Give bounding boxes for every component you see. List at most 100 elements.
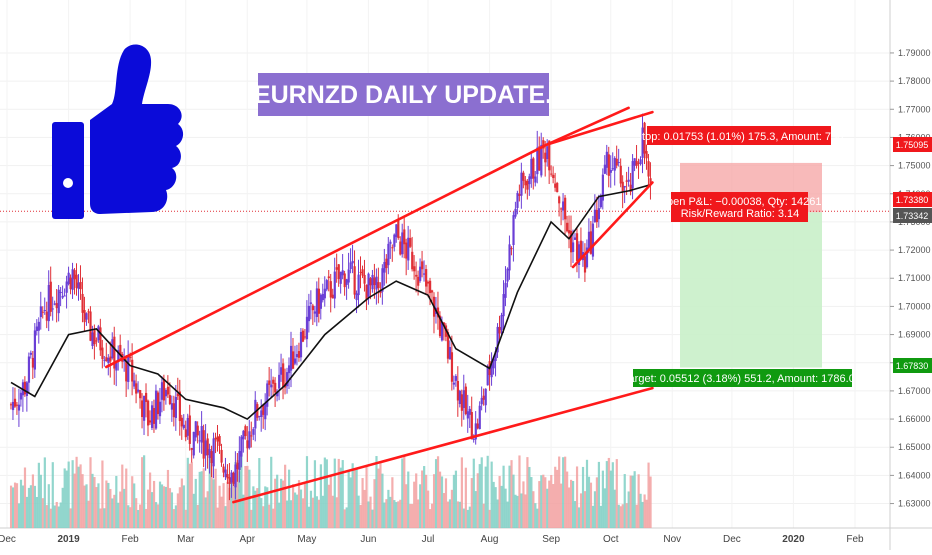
candle-body — [252, 429, 255, 435]
candle-body — [61, 296, 64, 298]
candle-body — [172, 403, 176, 418]
candle-body — [401, 232, 404, 255]
volume-bar — [589, 482, 593, 528]
candle-body — [103, 359, 106, 361]
candle-body — [276, 391, 279, 397]
x-tick-label: 2020 — [782, 534, 805, 545]
volume-bar — [522, 481, 525, 528]
volume-bar — [399, 499, 402, 528]
volume-bar — [371, 509, 374, 528]
volume-bar — [538, 481, 541, 528]
volume-bar — [516, 495, 519, 528]
candle-body — [397, 219, 400, 239]
candle-body — [510, 248, 513, 250]
volume-bar — [133, 483, 136, 528]
candle-body — [429, 280, 432, 294]
x-tick-label: Nov — [663, 534, 681, 545]
volume-bar — [438, 471, 442, 528]
candle-body — [152, 408, 156, 424]
volume-bar — [27, 487, 31, 528]
candle-body — [597, 208, 601, 220]
volume-bar — [510, 460, 513, 528]
candle-body — [538, 146, 541, 171]
candle-body — [403, 229, 406, 245]
volume-bar — [498, 476, 501, 528]
volume-bar — [480, 457, 483, 528]
candle-body — [540, 144, 543, 176]
volume-bar — [77, 466, 80, 528]
candle-body — [361, 269, 364, 276]
candle-body — [250, 435, 253, 437]
candle-body — [381, 268, 384, 292]
volume-bar — [220, 496, 223, 528]
volume-bar — [434, 459, 438, 528]
volume-bar — [325, 459, 328, 528]
candle-body — [641, 127, 644, 158]
candle-body — [393, 234, 396, 247]
volume-bar — [629, 475, 632, 528]
trendline[interactable] — [545, 106, 630, 146]
candle-body — [248, 431, 251, 448]
trendline[interactable] — [104, 143, 549, 369]
volume-bar — [174, 505, 178, 528]
candle-body — [337, 264, 340, 280]
y-tick-label: 1.66000 — [898, 414, 931, 424]
candle-body — [55, 303, 58, 309]
trendline[interactable] — [571, 181, 654, 269]
volume-bar — [19, 479, 23, 528]
candle-body — [357, 274, 360, 296]
x-tick-label: 2019 — [57, 534, 80, 545]
price-tag-target: 1.67830 — [893, 358, 932, 373]
candle-body — [333, 271, 336, 299]
price-tag-stop: 1.75095 — [893, 137, 932, 152]
volume-bar — [93, 477, 96, 528]
candle-body — [176, 393, 179, 397]
candle-body — [409, 238, 412, 247]
volume-bar — [448, 499, 452, 528]
volume-bar — [603, 488, 606, 528]
volume-bar — [482, 503, 485, 528]
volume-bar — [343, 509, 346, 528]
volume-bar — [460, 457, 463, 528]
volume-bar — [254, 490, 257, 528]
candle-body — [204, 440, 207, 456]
volume-bar — [83, 485, 86, 528]
volume-bar — [272, 508, 275, 528]
candle-body — [101, 347, 104, 359]
trendline[interactable] — [545, 110, 654, 146]
candle-body — [214, 437, 217, 440]
candle-body — [542, 140, 545, 149]
candle-body — [95, 340, 98, 342]
volume-bar — [242, 494, 245, 528]
trendline[interactable] — [232, 386, 654, 504]
volume-bar — [176, 493, 179, 528]
volume-bar — [79, 464, 82, 528]
candle-body — [29, 352, 33, 355]
volume-bar — [224, 506, 227, 528]
volume-bar — [419, 484, 422, 528]
volume-bar — [37, 462, 40, 528]
candle-body — [286, 372, 289, 387]
volume-bar — [288, 469, 291, 528]
y-tick-label: 1.72000 — [898, 245, 931, 255]
volume-bar — [369, 496, 372, 528]
y-tick-label: 1.79000 — [898, 48, 931, 58]
y-tick-label: 1.65000 — [898, 442, 931, 452]
volume-bar — [65, 470, 68, 528]
volume-bar — [373, 479, 376, 528]
volume-bar — [212, 479, 215, 528]
volume-bar — [430, 503, 434, 528]
volume-bar — [81, 474, 84, 528]
candle-body — [383, 262, 386, 273]
candle-body — [289, 345, 293, 371]
volume-bar — [468, 506, 471, 528]
candle-body — [375, 276, 378, 290]
volume-bar — [440, 476, 444, 528]
candle-body — [244, 426, 247, 437]
candle-body — [202, 430, 205, 459]
volume-bar — [528, 466, 531, 528]
candle-body — [478, 405, 481, 430]
volume-bar — [45, 505, 48, 528]
volume-bar — [69, 508, 72, 528]
